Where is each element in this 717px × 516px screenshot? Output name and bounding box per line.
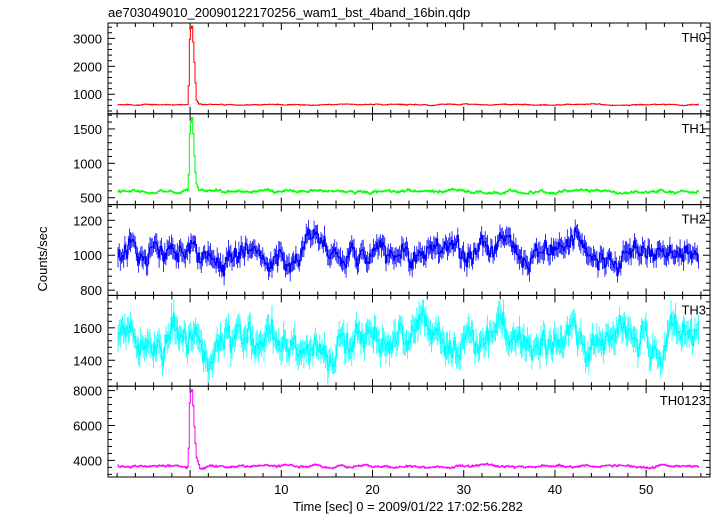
panel-frame xyxy=(107,22,711,115)
series-th3 xyxy=(117,299,699,385)
series-th2 xyxy=(117,219,699,286)
y-axis-label: Counts/sec xyxy=(35,226,50,292)
y-tick-label: 2000 xyxy=(73,59,102,74)
y-tick-label: 1000 xyxy=(73,156,102,171)
y-tick-label: 500 xyxy=(80,191,102,206)
panel-th2: 800 1000 1200 TH2 xyxy=(73,204,711,298)
panel-th1: 500 1000 1500 TH1 xyxy=(73,113,711,206)
x-axis-label: Time [sec] 0 = 2009/01/22 17:02:56.282 xyxy=(293,499,523,514)
series-line xyxy=(117,25,699,107)
error-bars xyxy=(117,116,699,196)
series-line xyxy=(117,308,699,372)
y-tick-label: 1500 xyxy=(73,122,102,137)
chart-title: ae703049010_20090122170256_wam1_bst_4ban… xyxy=(108,5,470,20)
series-line xyxy=(117,117,699,195)
x-tick-label: 0 xyxy=(186,482,193,497)
panel-frame xyxy=(107,204,711,296)
y-tick-label: 800 xyxy=(80,283,102,298)
y-tick-label: 1600 xyxy=(73,321,102,336)
x-tick-label: 10 xyxy=(274,482,288,497)
error-bars xyxy=(117,389,699,470)
series-line xyxy=(117,389,699,470)
y-tick-label: 1200 xyxy=(73,213,102,228)
panel-label: TH1 xyxy=(681,121,706,136)
panel-th0123: 4000 6000 8000 TH0123 xyxy=(73,384,711,478)
series-th0 xyxy=(117,25,699,107)
panel-label: TH3 xyxy=(681,302,706,317)
panel-label: TH2 xyxy=(681,212,706,227)
series-line xyxy=(117,227,699,277)
x-tick-label: 50 xyxy=(639,482,653,497)
x-tick-label: 40 xyxy=(548,482,562,497)
series-th1 xyxy=(117,116,699,196)
y-tick-label: 1000 xyxy=(73,87,102,102)
y-tick-label: 6000 xyxy=(73,418,102,433)
panel-th3: 1400 1600 TH3 xyxy=(73,294,711,387)
y-tick-label: 3000 xyxy=(73,31,102,46)
panel-label: TH0123 xyxy=(660,393,706,408)
series-th0123 xyxy=(117,389,699,470)
x-tick-label: 20 xyxy=(365,482,379,497)
x-tick-label: 30 xyxy=(456,482,470,497)
y-tick-label: 1400 xyxy=(73,353,102,368)
y-tick-label: 8000 xyxy=(73,384,102,399)
error-bars xyxy=(117,25,699,107)
y-tick-label: 4000 xyxy=(73,453,102,468)
panel-th0: 1000 2000 3000 TH0 xyxy=(73,22,711,115)
y-tick-label: 1000 xyxy=(73,248,102,263)
panel-label: TH0 xyxy=(681,30,706,45)
